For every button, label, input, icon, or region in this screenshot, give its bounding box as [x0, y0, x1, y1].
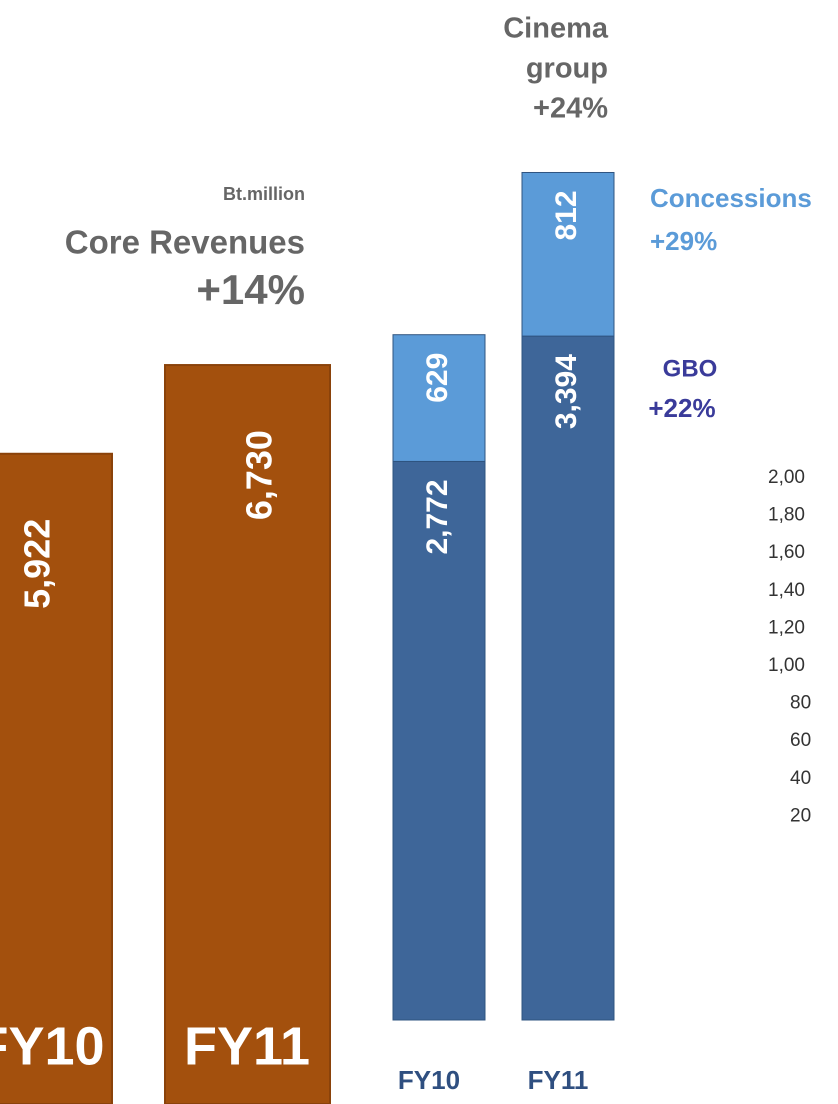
bar-segment [392, 334, 486, 462]
value-label: 3,394 [550, 354, 583, 429]
bar-segment [392, 460, 486, 1021]
legend-label: GBO [663, 355, 718, 382]
category-label: FY11 [184, 1016, 310, 1076]
bar [0, 452, 113, 1104]
y-tick-label: 2,00 [768, 467, 805, 488]
category-label: FY10 [0, 1016, 105, 1076]
unit-label: Bt.million [223, 184, 305, 204]
y-tick-label: 1,60 [768, 542, 805, 563]
y-tick-label: 1,40 [768, 580, 805, 601]
value-label: 629 [421, 353, 454, 403]
y-tick-label: 20 [790, 805, 811, 826]
y-tick-label: 1,00 [768, 655, 805, 676]
y-tick-label: 40 [790, 768, 811, 789]
value-label: 812 [550, 190, 583, 240]
y-tick-label: 1,20 [768, 617, 805, 638]
bar [164, 364, 331, 1104]
y-tick-label: 1,80 [768, 505, 805, 526]
chart-title-1: Cinema [503, 13, 609, 45]
category-label: FY10 [398, 1065, 460, 1095]
value-label: 6,730 [239, 430, 280, 520]
chart-title-2: group [526, 53, 608, 85]
growth-label: +24% [533, 93, 608, 125]
value-label: 5,922 [17, 519, 58, 609]
growth-label: +14% [196, 266, 305, 313]
legend-label: Concessions [650, 183, 812, 213]
y-tick-label: 80 [790, 693, 811, 714]
bar-segment [521, 335, 615, 1021]
value-label: 2,772 [421, 479, 454, 554]
category-label: FY11 [528, 1065, 589, 1095]
legend-growth: +29% [650, 226, 717, 256]
bar-segment [521, 171, 615, 337]
legend-growth: +22% [648, 393, 715, 423]
y-tick-label: 60 [790, 730, 811, 751]
chart-title: Core Revenues [65, 224, 305, 261]
